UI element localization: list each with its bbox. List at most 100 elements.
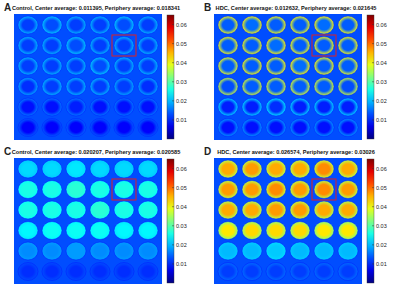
slice-cell: [42, 263, 62, 281]
slice-cell: [314, 119, 334, 137]
panel-title: Control, Center average: 0.011395, Perip…: [12, 5, 180, 11]
slice-cell: [42, 222, 62, 240]
colorbar-tick-label: 0.04: [176, 60, 187, 66]
slice-cell: [314, 181, 334, 199]
slice-cell: [90, 16, 110, 34]
slice-cell: [66, 263, 86, 281]
panel-title: HDC, Center average: 0.012632, Periphery…: [216, 5, 377, 11]
slice-cell: [114, 119, 134, 137]
highlight-box: [312, 35, 336, 56]
slice-cell: [18, 160, 38, 178]
colorbar-tick: [172, 100, 174, 101]
colorbar-tick: [172, 43, 174, 44]
slice-cell: [42, 160, 62, 178]
colorbar-tick-label: 0.05: [376, 185, 387, 191]
slice-cell: [18, 37, 38, 55]
panel: BHDC, Center average: 0.012632, Peripher…: [204, 2, 387, 140]
slice-cell: [138, 78, 158, 96]
slice-cell: [266, 160, 286, 178]
colorbar-tick-label: 0.04: [376, 204, 387, 210]
colorbar-tick: [172, 225, 174, 226]
slice-cell: [290, 201, 310, 219]
slice-cell: [42, 98, 62, 116]
slice-cell: [66, 181, 86, 199]
colorbar-tick-label: 0.06: [376, 166, 387, 172]
canvas: AControl, Center average: 0.011395, Peri…: [0, 0, 400, 288]
slice-cell: [218, 160, 238, 178]
slice-cell: [290, 263, 310, 281]
panel-label: A: [4, 2, 11, 13]
slice-cell: [218, 119, 238, 137]
slice-cell: [42, 37, 62, 55]
slice-cell: [90, 78, 110, 96]
slice-cell: [314, 57, 334, 75]
grid-background: [214, 158, 362, 284]
slice-cell: [314, 16, 334, 34]
colorbar-tick-label: 0.01: [176, 261, 187, 267]
colorbar-tick: [372, 225, 374, 226]
slice-cell: [266, 181, 286, 199]
slice-cell: [138, 98, 158, 116]
slice-cell: [338, 98, 358, 116]
slice-cell: [18, 98, 38, 116]
slice-cell: [138, 16, 158, 34]
slice-cell: [114, 181, 134, 199]
colorbar-tick: [172, 24, 174, 25]
slice-cell: [266, 78, 286, 96]
colorbar-tick-label: 0.02: [376, 98, 387, 104]
slice-cell: [314, 37, 334, 55]
colorbar-tick: [172, 168, 174, 169]
colorbar-tick: [372, 168, 374, 169]
slice-cell: [242, 242, 262, 260]
colorbar: [367, 15, 374, 139]
colorbar-tick-label: 0.02: [176, 242, 187, 248]
slice-cell: [338, 160, 358, 178]
slice-cell: [66, 57, 86, 75]
colorbar-tick: [172, 119, 174, 120]
grid-background: [214, 14, 362, 140]
colorbar-tick: [172, 62, 174, 63]
colorbar: [167, 15, 174, 139]
slice-cell: [138, 242, 158, 260]
slice-cell: [314, 201, 334, 219]
slice-cell: [66, 201, 86, 219]
panel-title: HDC, Center average: 0.026574, Periphery…: [217, 149, 375, 155]
slice-cell: [42, 181, 62, 199]
slice-cell: [242, 37, 262, 55]
slice-cell: [218, 201, 238, 219]
colorbar-tick-label: 0.06: [376, 22, 387, 28]
slice-cell: [138, 119, 158, 137]
slice-cell: [266, 242, 286, 260]
slice-cell: [338, 37, 358, 55]
slice-cell: [290, 242, 310, 260]
slice-cell: [114, 201, 134, 219]
colorbar-tick: [372, 81, 374, 82]
slice-cell: [18, 119, 38, 137]
highlight-box: [312, 179, 336, 200]
panel-label: D: [204, 146, 211, 157]
slice-cell: [314, 263, 334, 281]
colorbar-tick: [372, 263, 374, 264]
panel-label: C: [4, 146, 11, 157]
colorbar-tick-label: 0.04: [176, 204, 187, 210]
slice-cell: [114, 222, 134, 240]
slice-cell: [66, 16, 86, 34]
slice-cell: [290, 37, 310, 55]
colorbar-tick: [172, 206, 174, 207]
slice-cell: [290, 222, 310, 240]
slice-cell: [266, 16, 286, 34]
colorbar-tick-label: 0.03: [176, 223, 187, 229]
colorbar-tick: [372, 62, 374, 63]
slice-cell: [266, 222, 286, 240]
colorbar-tick: [372, 43, 374, 44]
slice-cell: [138, 160, 158, 178]
slice-cell: [290, 78, 310, 96]
slice-cell: [290, 98, 310, 116]
slice-cell: [314, 160, 334, 178]
colorbar-tick: [372, 119, 374, 120]
colorbar-tick: [172, 244, 174, 245]
slice-cell: [114, 16, 134, 34]
colorbar-tick-label: 0.03: [376, 79, 387, 85]
slice-cell: [290, 181, 310, 199]
slice-cell: [314, 98, 334, 116]
